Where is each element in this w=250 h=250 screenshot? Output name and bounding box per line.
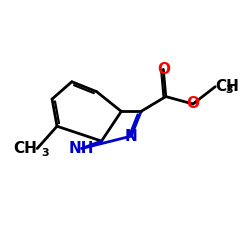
Text: NH: NH (69, 141, 94, 156)
Text: CH: CH (215, 79, 239, 94)
Text: 3: 3 (42, 148, 49, 158)
Text: N: N (125, 128, 138, 144)
Text: 3: 3 (226, 85, 233, 95)
Text: O: O (186, 96, 200, 112)
Text: O: O (157, 62, 170, 77)
Text: CH: CH (13, 141, 37, 156)
